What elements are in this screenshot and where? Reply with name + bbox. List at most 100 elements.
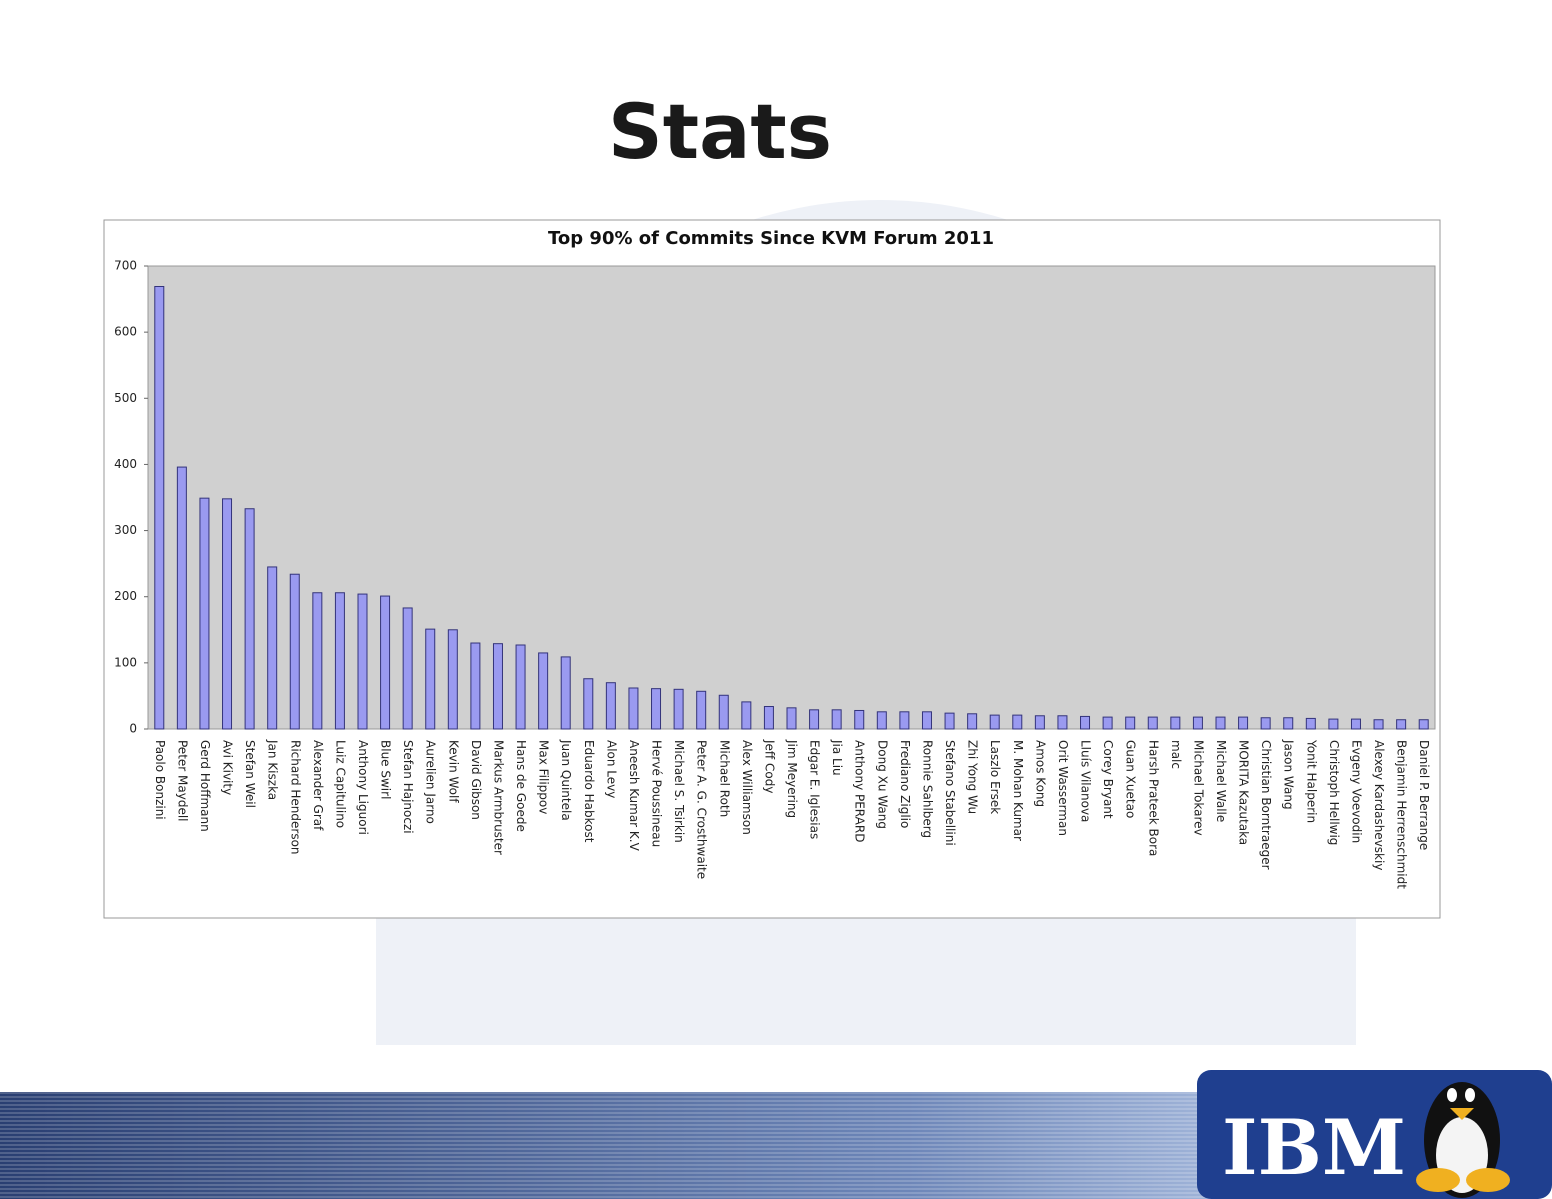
bar: [854, 709, 865, 730]
x-tick-label: Jan Kiszka: [266, 739, 280, 800]
x-tick-label: MORITA Kazutaka: [1237, 740, 1251, 845]
bar: [1125, 716, 1136, 730]
y-tick-label: 300: [114, 523, 137, 537]
x-tick-label: Corey Bryant: [1101, 740, 1115, 819]
x-tick-label: Michael Roth: [717, 740, 731, 817]
bar: [1396, 719, 1407, 730]
bar: [831, 709, 842, 730]
bar: [402, 607, 413, 730]
x-tick-label: Jia Liu: [830, 739, 844, 776]
x-tick-label: Aurelien Jarno: [424, 740, 438, 824]
y-tick-label: 0: [129, 722, 137, 736]
bar: [696, 690, 707, 730]
bar: [628, 687, 639, 730]
bar: [921, 711, 932, 730]
x-tick-label: Guan Xuetao: [1124, 740, 1138, 818]
slide-title: Stats: [608, 87, 832, 176]
bar: [763, 706, 774, 730]
bar: [1170, 716, 1181, 730]
bar: [967, 713, 978, 730]
bar: [470, 642, 481, 730]
x-tick-label: Benjamin Herrenschmidt: [1395, 740, 1409, 889]
bar: [583, 678, 594, 730]
x-tick-label: Gerd Hoffmann: [198, 740, 212, 832]
x-tick-label: Alex Williamson: [740, 740, 754, 835]
bar: [1305, 717, 1316, 730]
x-tick-label: Michael Walle: [1214, 740, 1228, 822]
y-tick-label: 100: [114, 655, 137, 669]
bar: [334, 592, 345, 730]
x-tick-label: Lluís Vilanova: [1079, 740, 1093, 822]
x-tick-label: Alon Levy: [604, 740, 618, 798]
chart-title: Top 90% of Commits Since KVM Forum 2011: [548, 228, 994, 249]
bar: [538, 652, 549, 730]
x-tick-label: Markus Armbruster: [491, 740, 505, 855]
x-tick-label: Jim Meyering: [785, 739, 799, 818]
x-tick-label: Stefan Weil: [243, 740, 257, 808]
bar: [1080, 715, 1091, 730]
x-tick-label: Avi Kivity: [221, 740, 235, 795]
x-tick-label: Dong Xu Wang: [875, 740, 889, 829]
penguin: [1416, 1082, 1510, 1198]
bar: [560, 656, 571, 730]
x-tick-label: Stefano Stabellini: [943, 740, 957, 846]
x-tick-label: Orit Wasserman: [1056, 740, 1070, 836]
y-tick-label: 700: [114, 259, 137, 273]
bar: [154, 286, 165, 730]
y-tick-label: 200: [114, 589, 137, 603]
x-tick-label: Kevin Wolf: [446, 740, 460, 803]
x-tick-label: Blue Swirl: [379, 740, 393, 799]
x-tick-label: Alexander Graf: [311, 740, 325, 831]
bar: [447, 629, 458, 730]
x-tick-label: malc: [1169, 740, 1183, 769]
x-tick-label: Peter Maydell: [175, 740, 189, 822]
x-tick-label: Frediano Ziglio: [898, 740, 912, 828]
bar: [1057, 715, 1068, 730]
x-tick-label: Anthony Liguori: [356, 740, 370, 835]
bar: [1102, 716, 1113, 730]
x-tick-label: Amos Kong: [1033, 740, 1047, 807]
bar: [199, 497, 210, 730]
bar: [222, 498, 233, 730]
bar: [1328, 718, 1339, 730]
footer-stripes: [0, 1092, 1210, 1199]
bar: [176, 466, 187, 730]
bar: [1418, 719, 1429, 730]
bar: [1373, 719, 1384, 730]
bar: [267, 566, 278, 730]
x-tick-label: Harsh Prateek Bora: [1146, 740, 1160, 856]
bar: [673, 688, 684, 730]
x-tick-label: Hans de Goede: [514, 740, 528, 832]
bar: [1238, 716, 1249, 730]
bar: [1260, 717, 1271, 730]
bar: [312, 592, 323, 730]
x-tick-label: Anthony PERARD: [853, 740, 867, 842]
bar: [380, 595, 391, 730]
bar: [605, 682, 616, 730]
x-tick-label: Michael Tokarev: [1191, 740, 1205, 836]
x-tick-label: Christian Borntraeger: [1259, 740, 1273, 870]
bar: [357, 593, 368, 730]
x-tick-label: Laszlo Ersek: [988, 740, 1002, 814]
x-tick-label: Juan Quintela: [559, 739, 573, 821]
bar: [1283, 717, 1294, 730]
bar: [989, 714, 1000, 730]
y-tick-label: 500: [114, 391, 137, 405]
x-tick-label: M. Mohan Kumar: [1011, 740, 1025, 841]
x-tick-label: Christoph Hellwig: [1327, 740, 1341, 845]
bar: [786, 707, 797, 730]
x-tick-label: Zhi Yong Wu: [966, 740, 980, 814]
x-tick-label: Hervé Poussineau: [650, 740, 664, 847]
x-tick-label: Jeff Cody: [762, 739, 776, 793]
x-tick-label: David Gibson: [469, 740, 483, 820]
x-tick-label: Yonit Halperin: [1304, 739, 1318, 823]
bar: [425, 628, 436, 730]
x-tick-label: Eduardo Habkost: [582, 740, 596, 843]
bar: [1147, 716, 1158, 730]
x-tick-label: Edgar E. Iglesias: [808, 740, 822, 839]
bar: [289, 573, 300, 730]
y-tick-label: 600: [114, 325, 137, 339]
y-tick-label: 400: [114, 457, 137, 471]
x-tick-label: Paolo Bonzini: [153, 740, 167, 820]
